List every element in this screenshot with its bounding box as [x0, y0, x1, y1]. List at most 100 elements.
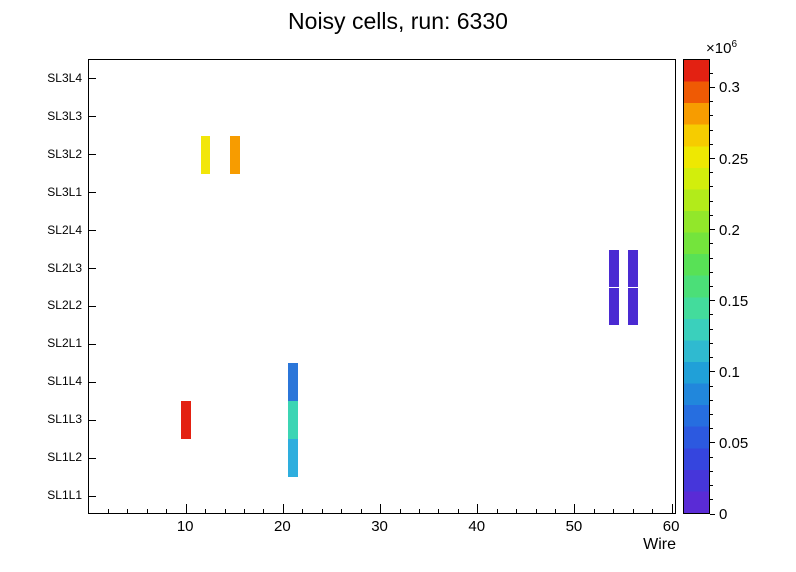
heatmap-cell [628, 287, 639, 326]
x-minor-tick [652, 509, 654, 513]
colorbar-minor-tick [710, 385, 713, 387]
colorbar-minor-tick [710, 243, 713, 245]
y-row-label: SL2L3 [47, 260, 82, 275]
x-tick-label: 30 [371, 518, 388, 535]
colorbar-minor-tick [710, 286, 713, 287]
heatmap-cell [288, 439, 298, 478]
x-tick [380, 504, 382, 513]
colorbar-tick [710, 300, 715, 302]
x-tick-label: 40 [468, 518, 486, 535]
colorbar-minor-tick [710, 200, 713, 202]
colorbar-minor-tick [710, 129, 713, 131]
y-tick [89, 268, 96, 270]
y-row-label: SL1L2 [47, 450, 82, 465]
colorbar-minor-tick [710, 214, 713, 216]
colorbar-minor-tick [710, 428, 713, 430]
y-row-label: SL2L2 [47, 298, 82, 313]
colorbar-tick [710, 158, 715, 160]
colorbar-minor-tick [710, 72, 713, 74]
heatmap-cell [608, 287, 619, 326]
x-minor-tick [263, 509, 265, 513]
colorbar-minor-tick [710, 328, 713, 330]
colorbar-multiplier-exponent: 6 [731, 39, 738, 50]
y-row-label: SL2L4 [47, 222, 82, 237]
colorbar-minor-tick [710, 399, 713, 401]
x-minor-tick [341, 509, 343, 513]
colorbar-tick [710, 371, 715, 373]
heatmap-cell [288, 363, 298, 402]
colorbar-tick [710, 442, 715, 444]
x-tick [671, 504, 673, 513]
x-tick [185, 504, 187, 513]
x-minor-tick [613, 509, 615, 513]
colorbar-tick [710, 86, 715, 88]
colorbar-multiplier: ×106 [706, 37, 737, 56]
plot-area [88, 59, 676, 514]
x-minor-tick [244, 509, 245, 513]
colorbar-minor-tick [710, 115, 713, 117]
x-minor-tick [457, 509, 459, 513]
x-minor-tick [107, 509, 109, 513]
heatmap-cell [200, 135, 211, 174]
x-tick-label: 10 [176, 518, 194, 535]
colorbar-minor-tick [710, 271, 713, 273]
colorbar-tick-label: 0.05 [719, 434, 749, 452]
heatmap-cell [628, 249, 639, 288]
x-minor-tick [535, 509, 537, 513]
colorbar-tick [710, 513, 715, 515]
colorbar-minor-tick [710, 470, 713, 472]
x-minor-tick [516, 509, 518, 513]
x-minor-tick [166, 509, 168, 513]
y-row-label: SL3L2 [47, 146, 82, 161]
y-tick [89, 230, 96, 232]
colorbar-tick-label: 0.1 [719, 363, 740, 381]
colorbar [683, 59, 710, 514]
y-tick [89, 192, 96, 194]
y-row-label: SL1L3 [47, 412, 82, 427]
x-minor-tick [399, 509, 401, 513]
colorbar-minor-tick [710, 257, 713, 259]
x-tick-label: 60 [662, 518, 680, 535]
heatmap-cell [608, 249, 619, 288]
x-minor-tick [224, 509, 226, 513]
y-row-label: SL3L1 [47, 184, 82, 199]
colorbar-tick-label: 0.15 [719, 292, 749, 310]
y-row-label: SL1L1 [47, 488, 82, 503]
x-tick [282, 504, 284, 513]
colorbar-minor-tick [710, 342, 713, 344]
x-minor-tick [593, 509, 595, 513]
y-tick [89, 495, 96, 497]
x-minor-tick [555, 509, 556, 513]
y-tick [89, 78, 96, 80]
y-row-label: SL2L1 [47, 336, 82, 351]
colorbar-tick-label: 0.25 [719, 150, 749, 168]
x-minor-tick [302, 509, 304, 513]
y-tick [89, 457, 96, 459]
heatmap-cell [229, 135, 240, 174]
colorbar-tick-label: 0.2 [719, 221, 740, 239]
x-tick-label: 20 [274, 518, 291, 535]
colorbar-minor-tick [710, 143, 713, 145]
x-minor-tick [496, 509, 498, 513]
x-minor-tick [146, 509, 148, 513]
y-tick [89, 116, 96, 118]
colorbar-minor-tick [710, 357, 713, 359]
colorbar-minor-tick [710, 186, 713, 188]
y-tick [89, 343, 96, 345]
x-tick [574, 504, 576, 513]
y-tick [89, 381, 96, 383]
colorbar-multiplier-base: ×10 [706, 40, 732, 57]
colorbar-minor-tick [710, 314, 713, 316]
y-tick [89, 419, 96, 421]
x-minor-tick [438, 509, 440, 513]
y-row-label: SL1L4 [47, 374, 82, 389]
x-minor-tick [321, 509, 323, 513]
y-tick [89, 305, 96, 307]
plot-title: Noisy cells, run: 6330 [288, 8, 508, 34]
colorbar-minor-tick [710, 172, 713, 174]
colorbar-minor-tick [710, 101, 713, 103]
x-axis-title: Wire [643, 536, 676, 553]
colorbar-minor-tick [710, 485, 713, 487]
colorbar-minor-tick [710, 413, 713, 415]
